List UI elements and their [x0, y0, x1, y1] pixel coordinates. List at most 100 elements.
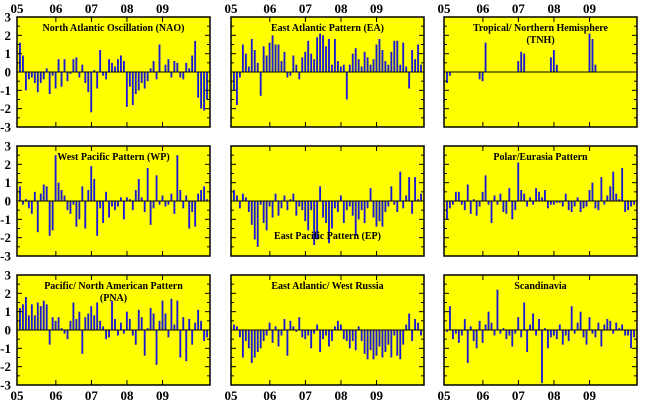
bar: [363, 330, 366, 354]
bar: [128, 72, 131, 87]
bar: [360, 330, 363, 341]
bar: [466, 330, 469, 363]
chart-panel-1: 3 2 1 0 -1 -2 -3 05 06 07 08 09 North Atlantic Oscil…: [0, 1, 211, 135]
bar: [96, 302, 99, 330]
bar: [387, 330, 390, 345]
bar: [200, 72, 203, 109]
bar: [63, 330, 66, 334]
bar: [449, 72, 451, 76]
bar: [469, 201, 472, 214]
bar: [131, 72, 134, 105]
bar: [140, 72, 143, 83]
bar: [185, 330, 188, 362]
bar: [334, 39, 336, 72]
bar: [316, 201, 319, 240]
y-tick-label: -1: [0, 341, 11, 356]
bar: [54, 72, 57, 89]
bar: [325, 201, 327, 223]
bar: [197, 72, 200, 98]
bar: [570, 306, 573, 330]
y-tick-label: 1: [5, 175, 12, 190]
bar: [591, 182, 594, 201]
bar: [105, 191, 107, 201]
bar: [304, 201, 307, 222]
bar: [381, 201, 384, 227]
bar: [345, 72, 348, 100]
bar: [24, 297, 27, 330]
bar: [351, 201, 354, 216]
x-tick-label: 09: [583, 1, 597, 16]
bar: [292, 193, 295, 201]
panel-title: (PNA): [100, 293, 127, 304]
bar: [387, 201, 390, 207]
bar: [81, 186, 84, 201]
bar: [137, 179, 140, 201]
bar: [526, 330, 529, 352]
bar: [348, 201, 351, 207]
bar: [372, 330, 375, 360]
bar: [197, 309, 200, 330]
bar: [339, 324, 342, 330]
bar: [508, 330, 511, 336]
bar: [179, 72, 182, 78]
bar: [253, 330, 256, 358]
bar: [131, 201, 134, 211]
bar: [375, 44, 378, 72]
x-tick-label: 08: [334, 388, 348, 402]
bar: [396, 330, 399, 356]
bar: [322, 201, 324, 218]
bar: [588, 190, 591, 201]
bar: [298, 201, 301, 207]
x-tick-label: 06: [476, 388, 490, 402]
bar: [472, 199, 475, 201]
bar: [446, 330, 448, 332]
bar: [292, 55, 295, 72]
bar: [357, 59, 360, 72]
bar: [117, 59, 119, 72]
x-tick-label: 07: [299, 388, 313, 402]
bar: [502, 328, 505, 330]
bar: [454, 191, 457, 201]
bar: [244, 197, 247, 201]
bar: [236, 72, 238, 105]
bar: [511, 330, 514, 347]
bar: [460, 201, 463, 205]
bar: [487, 201, 490, 205]
x-tick-label: 07: [299, 1, 313, 16]
bar: [60, 72, 63, 87]
x-tick-label: 09: [370, 388, 384, 402]
bar: [93, 70, 96, 72]
bar: [108, 201, 110, 218]
bar: [615, 193, 618, 201]
bar: [606, 195, 609, 201]
bar: [108, 59, 110, 72]
bar: [627, 330, 630, 336]
bar: [42, 72, 45, 80]
bar: [158, 320, 161, 330]
bar: [170, 298, 173, 330]
bar: [621, 324, 624, 330]
bar: [256, 62, 259, 72]
bar: [200, 190, 203, 201]
x-tick-label: 07: [85, 1, 99, 16]
bar: [514, 330, 517, 334]
bar: [236, 195, 238, 201]
bar: [588, 317, 591, 330]
bar: [381, 330, 384, 358]
bar: [87, 313, 90, 330]
bar: [446, 72, 448, 83]
x-tick-label: 05: [225, 388, 239, 402]
bar: [19, 42, 21, 72]
bar: [336, 320, 339, 330]
bar: [75, 201, 78, 227]
bar: [298, 317, 301, 330]
bar: [277, 330, 280, 347]
bar: [591, 39, 594, 72]
bar: [69, 320, 72, 330]
bar: [84, 201, 87, 229]
bar: [81, 64, 84, 72]
bar: [387, 64, 390, 72]
bar: [523, 193, 526, 201]
y-tick-label: -3: [0, 120, 11, 135]
bar: [366, 330, 369, 360]
